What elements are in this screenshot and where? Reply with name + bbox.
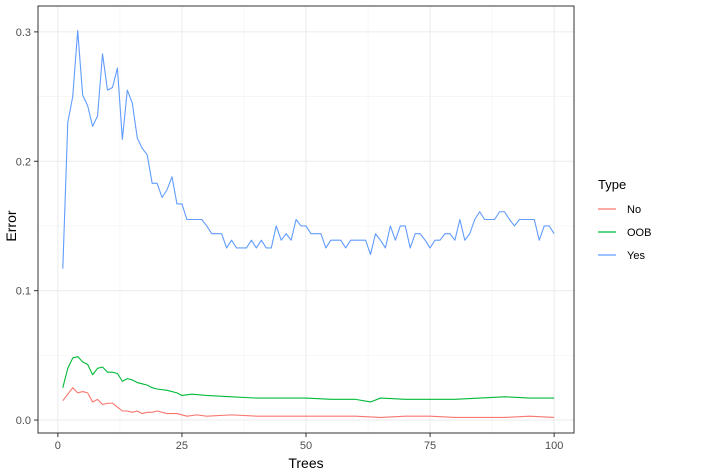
legend-title: Type xyxy=(598,177,626,192)
grid-lines xyxy=(38,6,574,433)
x-axis-title: Trees xyxy=(288,455,323,471)
x-tick-label: 50 xyxy=(300,440,312,452)
series-line-oob xyxy=(62,356,555,403)
y-tick-label: 0.2 xyxy=(16,156,31,168)
legend-label-no: No xyxy=(627,204,641,216)
y-tick-label: 0.0 xyxy=(16,415,31,427)
y-tick-label: 0.3 xyxy=(16,27,31,39)
series-line-yes xyxy=(62,30,555,269)
y-tick-label: 0.1 xyxy=(16,286,31,298)
legend-label-oob: OOB xyxy=(627,227,651,239)
x-axis: 0 25 50 75 100 xyxy=(55,433,563,452)
y-axis: 0.0 0.1 0.2 0.3 xyxy=(16,27,38,427)
legend-items: No OOB Yes xyxy=(598,204,651,262)
x-tick-label: 25 xyxy=(176,440,188,452)
x-tick-label: 75 xyxy=(424,440,436,452)
x-tick-label: 100 xyxy=(545,440,563,452)
series-line-no xyxy=(62,387,555,419)
y-axis-title: Error xyxy=(3,210,19,241)
series-lines xyxy=(62,30,555,419)
x-tick-label: 0 xyxy=(55,440,61,452)
legend: Type No OOB Yes xyxy=(598,177,651,262)
legend-label-yes: Yes xyxy=(627,250,645,262)
